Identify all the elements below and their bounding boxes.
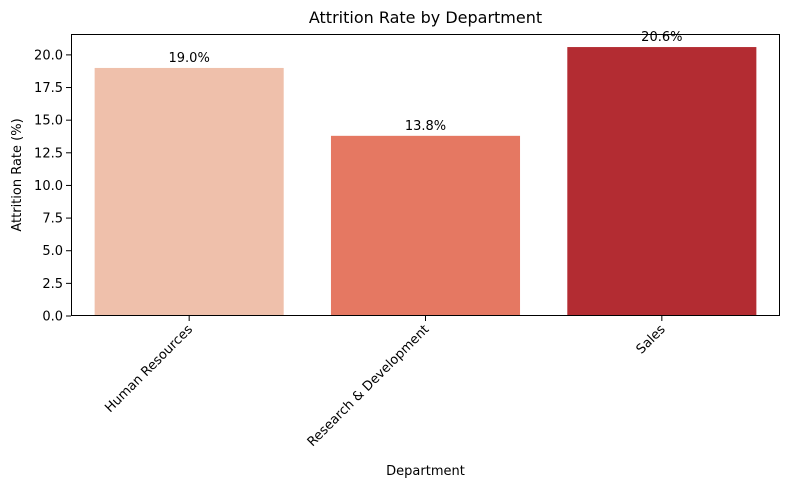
y-tick-label: 0.0 xyxy=(42,310,63,325)
y-tick-label: 17.5 xyxy=(34,81,63,96)
bar-value-label: 20.6% xyxy=(641,30,682,45)
data-labels-group: 19.0% 13.8% 20.6% xyxy=(169,30,683,134)
y-tick-label: 7.5 xyxy=(42,212,63,227)
y-axis-label: Attrition Rate (%) xyxy=(10,118,25,231)
plot-area-frame xyxy=(71,34,780,316)
y-tick-label: 5.0 xyxy=(42,244,63,259)
bars-group xyxy=(94,47,757,317)
y-tick-label: 15.0 xyxy=(34,114,63,129)
y-tick-label: 12.5 xyxy=(34,146,63,161)
x-tick-label: Research & Development xyxy=(305,322,433,450)
bar-value-label: 13.8% xyxy=(405,119,446,134)
x-axis-ticks: Human Resources Research & Development Sal… xyxy=(102,316,669,450)
chart-title: Attrition Rate by Department xyxy=(309,8,542,27)
x-axis-label: Department xyxy=(386,464,465,479)
x-tick-label: Sales xyxy=(634,322,669,357)
bar xyxy=(330,135,521,316)
bar xyxy=(567,47,757,317)
y-tick-label: 20.0 xyxy=(34,48,63,63)
bar-value-label: 19.0% xyxy=(169,51,210,66)
bar xyxy=(94,67,284,316)
x-tick-label: Human Resources xyxy=(102,322,196,416)
y-axis-ticks: 0.0 2.5 5.0 7.5 10.0 12.5 15.0 17.5 20.0 xyxy=(34,48,71,325)
y-tick-label: 2.5 xyxy=(42,277,63,292)
y-tick-label: 10.0 xyxy=(34,179,63,194)
